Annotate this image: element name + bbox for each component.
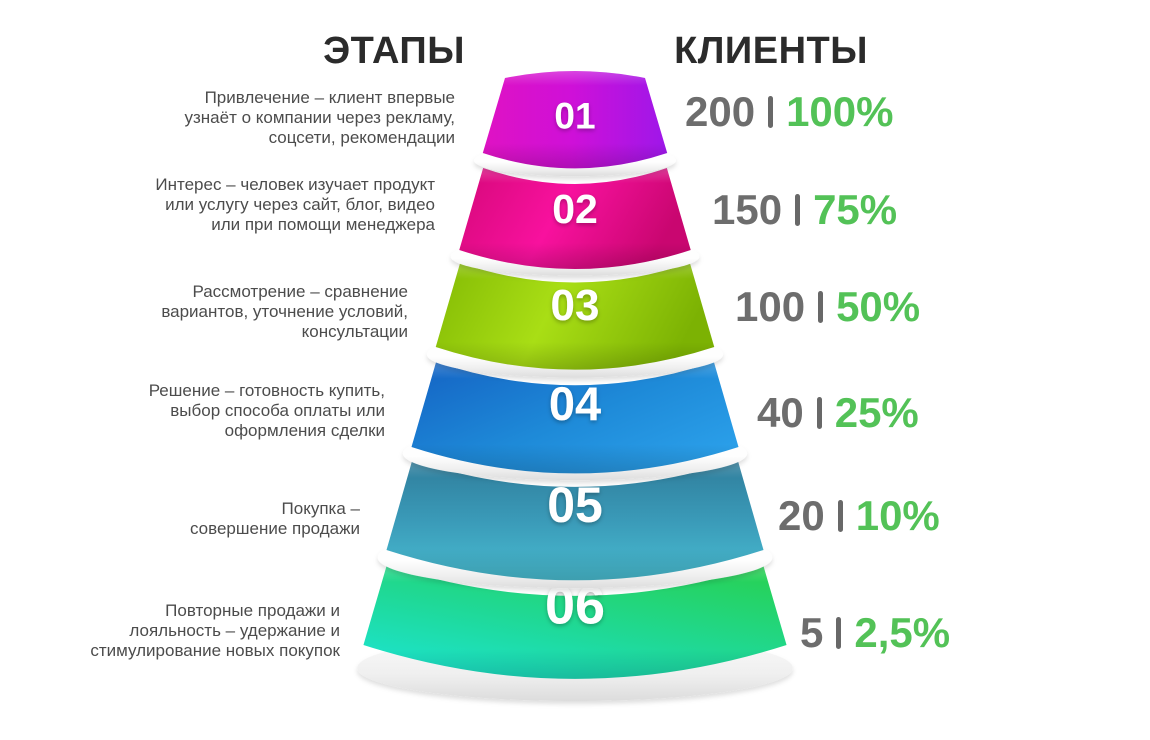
clients-percent: 50% <box>836 283 921 330</box>
stage-description-line: выбор способа оплаты или <box>170 400 385 420</box>
clients-count: 150 <box>712 186 783 233</box>
stages-column-header: ЭТАПЫ <box>323 30 465 72</box>
stage-description-02: Интерес – человек изучает продукт или усл… <box>95 175 435 235</box>
stage-description-line: лояльность – удержание и <box>129 620 340 640</box>
stage-description-line: Привлечение – клиент впервые <box>204 87 455 107</box>
stage-description-line: вариантов, уточнение условий, <box>161 301 408 321</box>
stage-description-line: Покупка – <box>281 498 360 518</box>
stage-value-06: 5 2,5% <box>800 609 950 657</box>
value-separator-bar <box>816 397 822 429</box>
stage-description-04: Решение – готовность купить, выбор способ… <box>45 381 385 441</box>
stage-description-01: Привлечение – клиент впервые узнаёт о ком… <box>115 87 456 148</box>
value-separator-bar <box>837 500 843 532</box>
stage-value-02: 150 75% <box>712 186 897 234</box>
stage-description-line: консультации <box>301 322 408 342</box>
stage-description-03: Рассмотрение – сравнение вариантов, уточн… <box>68 282 408 342</box>
stage-value-04: 40 25% <box>757 389 919 437</box>
stage-description-line: или услугу через сайт, блог, видео <box>165 194 435 214</box>
stage-value-03: 100 50% <box>735 283 920 331</box>
funnel-segment-shading <box>363 565 787 679</box>
stage-description-line: Рассмотрение – сравнение <box>192 281 408 301</box>
stage-value-05: 20 10% <box>778 492 940 540</box>
clients-column-header: КЛИЕНТЫ <box>674 30 868 72</box>
value-separator-bar <box>768 96 774 128</box>
clients-percent: 100% <box>786 88 894 135</box>
stage-description-06: Повторные продажи и лояльность – удержани… <box>0 601 340 661</box>
funnel-segment-number: 04 <box>549 377 601 430</box>
clients-count: 40 <box>757 389 804 436</box>
stage-description-05: Покупка – совершение продажи <box>20 499 360 539</box>
stage-description-line: или при помощи менеджера <box>211 215 435 235</box>
clients-percent: 10% <box>855 492 940 539</box>
funnel-segment-number: 03 <box>551 281 600 330</box>
stage-description-line: соцсети, рекомендации <box>268 128 455 148</box>
clients-percent: 75% <box>813 186 898 233</box>
funnel-segment-shading <box>459 168 691 270</box>
funnel-segment-shading <box>435 263 715 370</box>
stage-description-line: Решение – готовность купить, <box>148 380 385 400</box>
value-separator-bar <box>836 617 842 649</box>
value-separator-bar <box>795 194 801 226</box>
clients-percent: 2,5% <box>854 609 951 656</box>
funnel-segment-number: 02 <box>552 186 598 232</box>
stage-description-line: стимулирование новых покупок <box>90 641 340 661</box>
stage-description-line: совершение продажи <box>189 519 360 538</box>
clients-count: 100 <box>735 283 806 330</box>
clients-percent: 25% <box>834 389 919 436</box>
value-separator-bar <box>818 291 824 323</box>
funnel-segment-shading <box>482 71 668 169</box>
funnel-segment-shading <box>386 460 764 581</box>
clients-count: 20 <box>778 492 825 539</box>
funnel-segment-number: 05 <box>547 477 603 533</box>
funnel-segment-shading <box>411 362 739 474</box>
clients-count: 200 <box>685 88 756 135</box>
stage-description-line: узнаёт о компании через рекламу, <box>184 107 456 127</box>
clients-count: 5 <box>800 609 824 656</box>
stage-description-line: оформления сделки <box>224 421 385 441</box>
stage-description-line: Интерес – человек изучает продукт <box>155 174 435 194</box>
funnel-segment-number: 01 <box>554 96 595 137</box>
stage-description-line: Повторные продажи и <box>165 600 340 620</box>
stage-value-01: 200 100% <box>685 88 894 136</box>
